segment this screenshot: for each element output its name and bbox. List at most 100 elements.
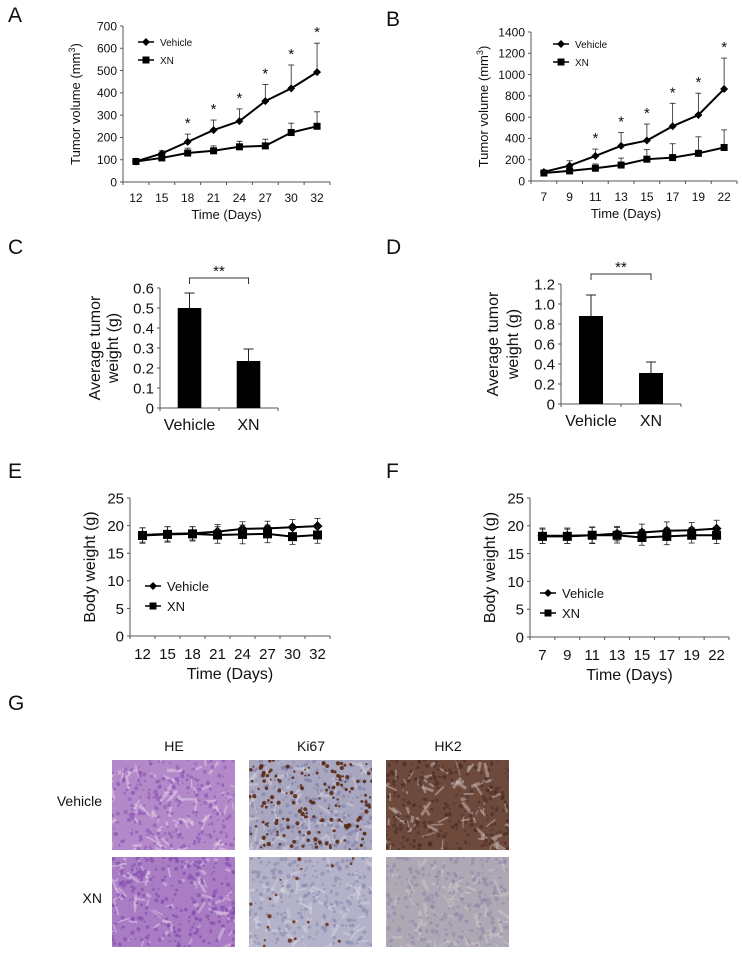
significance-bracket: [590, 273, 652, 280]
square-marker-icon: [712, 530, 722, 540]
square-marker-icon: [566, 167, 574, 175]
square-marker-icon: [313, 530, 322, 540]
y-tick-label: 400: [97, 86, 117, 100]
y-tick-label: 0: [518, 174, 525, 188]
y-tick-label: 1000: [498, 68, 525, 82]
x-tick-label: 22: [717, 190, 731, 204]
x-category-label: Vehicle: [164, 417, 216, 434]
legend-label-vehicle: Vehicle: [160, 38, 193, 49]
x-tick-label: 9: [563, 647, 571, 664]
x-tick-label: 17: [658, 647, 675, 664]
significance-asterisk: *: [211, 101, 217, 118]
square-marker-icon: [213, 530, 222, 540]
bar-xn: [639, 373, 663, 404]
y-tick-label: 1200: [498, 47, 525, 61]
square-marker-icon: [587, 530, 597, 540]
x-category-label: Vehicle: [565, 413, 617, 430]
y-tick-label: 25: [107, 490, 124, 507]
x-tick-label: 32: [309, 646, 326, 663]
bar-vehicle: [579, 316, 603, 404]
panel-label-c: C: [8, 236, 24, 259]
x-tick-label: 30: [284, 646, 301, 663]
y-tick-label: 10: [507, 574, 524, 591]
square-marker-icon: [617, 161, 625, 169]
diamond-marker-icon: [235, 117, 244, 126]
y-axis-title-line1: Average tumor: [485, 291, 502, 396]
square-marker-icon: [694, 149, 702, 157]
y-tick-label: 200: [97, 131, 117, 145]
x-tick-label: 9: [566, 190, 573, 204]
square-marker-icon: [210, 147, 218, 155]
x-tick-label: 7: [538, 647, 546, 664]
diamond-marker-icon: [668, 122, 677, 131]
x-tick-label: 27: [259, 191, 273, 205]
panel-label-f: F: [386, 460, 399, 483]
significance-asterisk: *: [237, 90, 243, 107]
diamond-marker-icon: [183, 137, 192, 146]
square-marker-icon: [263, 529, 272, 539]
y-tick-label: 0.2: [534, 376, 555, 393]
legend-label-vehicle: Vehicle: [562, 586, 604, 601]
legend-diamond-icon: [142, 38, 150, 46]
legend-diamond-icon: [149, 582, 157, 590]
x-tick-label: 21: [207, 191, 221, 205]
significance-asterisk: *: [721, 39, 727, 56]
tumor-volume-chart-a: 0 100 200 300 400 500 600 700 12 15 18 21 24 27 30 32 Ti…: [67, 19, 331, 222]
x-tick-label: 12: [134, 646, 151, 663]
x-tick-label: 27: [259, 646, 276, 663]
bar-xn: [236, 361, 261, 408]
square-marker-icon: [132, 157, 140, 165]
x-axis-title: Time (Days): [191, 207, 261, 222]
significance-asterisk: *: [288, 46, 294, 63]
y-axis-title: Body weight (g): [482, 512, 499, 623]
tumor-volume-chart-b: 0 200 400 600 800 1000 1200 1400 7 9 11 13 15 17 19 22 T…: [475, 25, 738, 221]
y-tick-label: 20: [107, 518, 124, 535]
legend-diamond-icon: [557, 40, 565, 48]
y-tick-label: 0: [110, 175, 117, 189]
diamond-marker-icon: [261, 97, 270, 106]
square-marker-icon: [540, 169, 548, 177]
square-marker-icon: [163, 529, 172, 539]
square-marker-icon: [158, 154, 166, 162]
square-marker-icon: [687, 530, 697, 540]
y-tick-label: 200: [505, 153, 525, 167]
legend-label-vehicle: Vehicle: [575, 40, 608, 51]
legend-square-icon: [557, 58, 565, 66]
y-tick-label: 15: [507, 546, 524, 563]
series-line-xn: [543, 146, 725, 175]
square-marker-icon: [637, 532, 647, 542]
y-tick-label: 1.0: [534, 296, 555, 313]
y-tick-label: 0.5: [133, 300, 154, 317]
histology-image-hk2-vehicle: [386, 760, 509, 850]
x-axis-title: Time (Days): [586, 667, 673, 684]
x-tick-label: 15: [640, 190, 654, 204]
y-tick-label: 800: [505, 89, 525, 103]
significance-asterisk: *: [695, 74, 701, 91]
square-marker-icon: [261, 142, 269, 150]
square-marker-icon: [669, 154, 677, 162]
square-marker-icon: [238, 529, 247, 539]
square-marker-icon: [643, 155, 651, 163]
legend-square-icon: [149, 602, 157, 610]
diamond-marker-icon: [617, 141, 626, 150]
legend-label-xn: XN: [167, 599, 185, 614]
legend-label-xn: XN: [160, 56, 174, 67]
histology-column-hk2: HK2: [434, 738, 462, 754]
significance-asterisk: *: [185, 115, 191, 132]
x-tick-label: 15: [634, 647, 651, 664]
y-tick-label: 600: [505, 110, 525, 124]
diamond-marker-icon: [720, 84, 729, 93]
y-axis-title-line2: weight (g): [105, 313, 122, 384]
diamond-marker-icon: [591, 151, 600, 160]
x-tick-label: 13: [614, 190, 628, 204]
y-tick-label: 0.8: [534, 316, 555, 333]
diamond-marker-icon: [312, 521, 323, 532]
legend-diamond-icon: [544, 589, 552, 597]
legend-label-vehicle: Vehicle: [167, 579, 209, 594]
diamond-marker-icon: [642, 136, 651, 145]
x-tick-label: 15: [155, 191, 169, 205]
body-weight-chart-e: 0 5 10 15 20 25 12 15 18 21 24 27 30 32 Time (Days) Bod…: [82, 490, 331, 683]
significance-asterisk: *: [618, 114, 624, 131]
y-tick-label: 0.4: [133, 320, 154, 337]
diamond-marker-icon: [287, 84, 296, 93]
